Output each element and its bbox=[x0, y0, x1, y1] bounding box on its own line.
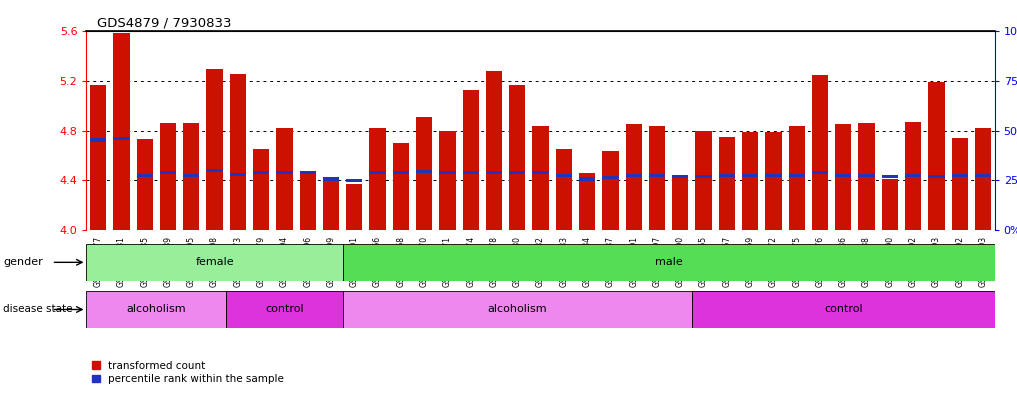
Bar bbox=[183, 123, 199, 230]
Bar bbox=[230, 173, 246, 176]
Text: alcoholism: alcoholism bbox=[126, 305, 186, 314]
Bar bbox=[230, 73, 246, 230]
Bar bbox=[602, 176, 618, 179]
Bar bbox=[882, 175, 898, 178]
Bar bbox=[369, 128, 385, 230]
Bar bbox=[696, 130, 712, 230]
Bar bbox=[206, 169, 223, 172]
Bar bbox=[858, 123, 875, 230]
Bar bbox=[882, 179, 898, 230]
Legend: transformed count, percentile rank within the sample: transformed count, percentile rank withi… bbox=[92, 361, 284, 384]
Bar bbox=[253, 149, 270, 230]
Bar bbox=[532, 126, 549, 230]
Bar bbox=[510, 85, 526, 230]
Bar bbox=[322, 176, 339, 230]
Bar bbox=[346, 184, 362, 230]
Bar bbox=[788, 126, 804, 230]
Bar bbox=[160, 171, 176, 174]
Bar bbox=[672, 175, 689, 178]
Bar bbox=[812, 171, 828, 174]
Bar bbox=[393, 171, 409, 174]
Bar bbox=[649, 174, 665, 177]
Text: gender: gender bbox=[3, 257, 43, 267]
Bar bbox=[696, 175, 712, 178]
Bar bbox=[300, 173, 316, 230]
Bar bbox=[253, 171, 270, 174]
Text: disease state: disease state bbox=[3, 305, 72, 314]
Bar bbox=[742, 132, 759, 230]
Bar bbox=[905, 174, 921, 177]
Text: GDS4879 / 7930833: GDS4879 / 7930833 bbox=[97, 17, 231, 29]
Bar bbox=[555, 149, 572, 230]
Bar bbox=[579, 173, 595, 230]
Bar bbox=[788, 174, 804, 177]
Bar bbox=[89, 138, 106, 141]
Bar bbox=[625, 174, 642, 177]
Bar bbox=[86, 244, 343, 281]
Bar bbox=[719, 137, 735, 230]
Bar bbox=[812, 75, 828, 230]
Bar bbox=[858, 174, 875, 177]
Bar bbox=[463, 171, 479, 174]
Bar bbox=[905, 122, 921, 230]
Text: male: male bbox=[655, 257, 682, 267]
Bar bbox=[975, 128, 992, 230]
Bar bbox=[343, 244, 995, 281]
Bar bbox=[439, 171, 456, 174]
Bar bbox=[952, 138, 968, 230]
Bar bbox=[343, 291, 692, 328]
Bar bbox=[510, 171, 526, 174]
Bar bbox=[929, 82, 945, 230]
Bar bbox=[579, 178, 595, 181]
Bar bbox=[160, 123, 176, 230]
Bar bbox=[277, 171, 293, 174]
Bar bbox=[486, 171, 502, 174]
Bar bbox=[463, 90, 479, 230]
Bar bbox=[136, 174, 153, 177]
Bar bbox=[649, 126, 665, 230]
Bar bbox=[835, 125, 851, 230]
Bar bbox=[765, 132, 781, 230]
Bar bbox=[416, 170, 432, 173]
Bar bbox=[277, 128, 293, 230]
Bar bbox=[719, 174, 735, 177]
Bar bbox=[929, 175, 945, 178]
Bar bbox=[975, 174, 992, 177]
Bar bbox=[486, 71, 502, 230]
Bar bbox=[692, 291, 995, 328]
Bar bbox=[346, 179, 362, 182]
Bar bbox=[625, 125, 642, 230]
Bar bbox=[369, 171, 385, 174]
Text: control: control bbox=[824, 305, 862, 314]
Bar bbox=[113, 33, 129, 230]
Bar bbox=[742, 174, 759, 177]
Bar bbox=[393, 143, 409, 230]
Bar bbox=[439, 130, 456, 230]
Text: alcoholism: alcoholism bbox=[487, 305, 547, 314]
Text: female: female bbox=[195, 257, 234, 267]
Bar bbox=[86, 291, 226, 328]
Bar bbox=[835, 174, 851, 177]
Bar bbox=[89, 85, 106, 230]
Bar bbox=[226, 291, 343, 328]
Bar bbox=[765, 174, 781, 177]
Bar bbox=[555, 174, 572, 177]
Bar bbox=[136, 140, 153, 230]
Bar bbox=[183, 174, 199, 177]
Bar bbox=[532, 171, 549, 174]
Bar bbox=[300, 171, 316, 174]
Bar bbox=[113, 136, 129, 140]
Bar bbox=[206, 69, 223, 230]
Bar bbox=[322, 178, 339, 181]
Bar bbox=[602, 151, 618, 230]
Bar bbox=[672, 175, 689, 230]
Text: control: control bbox=[265, 305, 304, 314]
Bar bbox=[952, 174, 968, 177]
Bar bbox=[416, 117, 432, 230]
